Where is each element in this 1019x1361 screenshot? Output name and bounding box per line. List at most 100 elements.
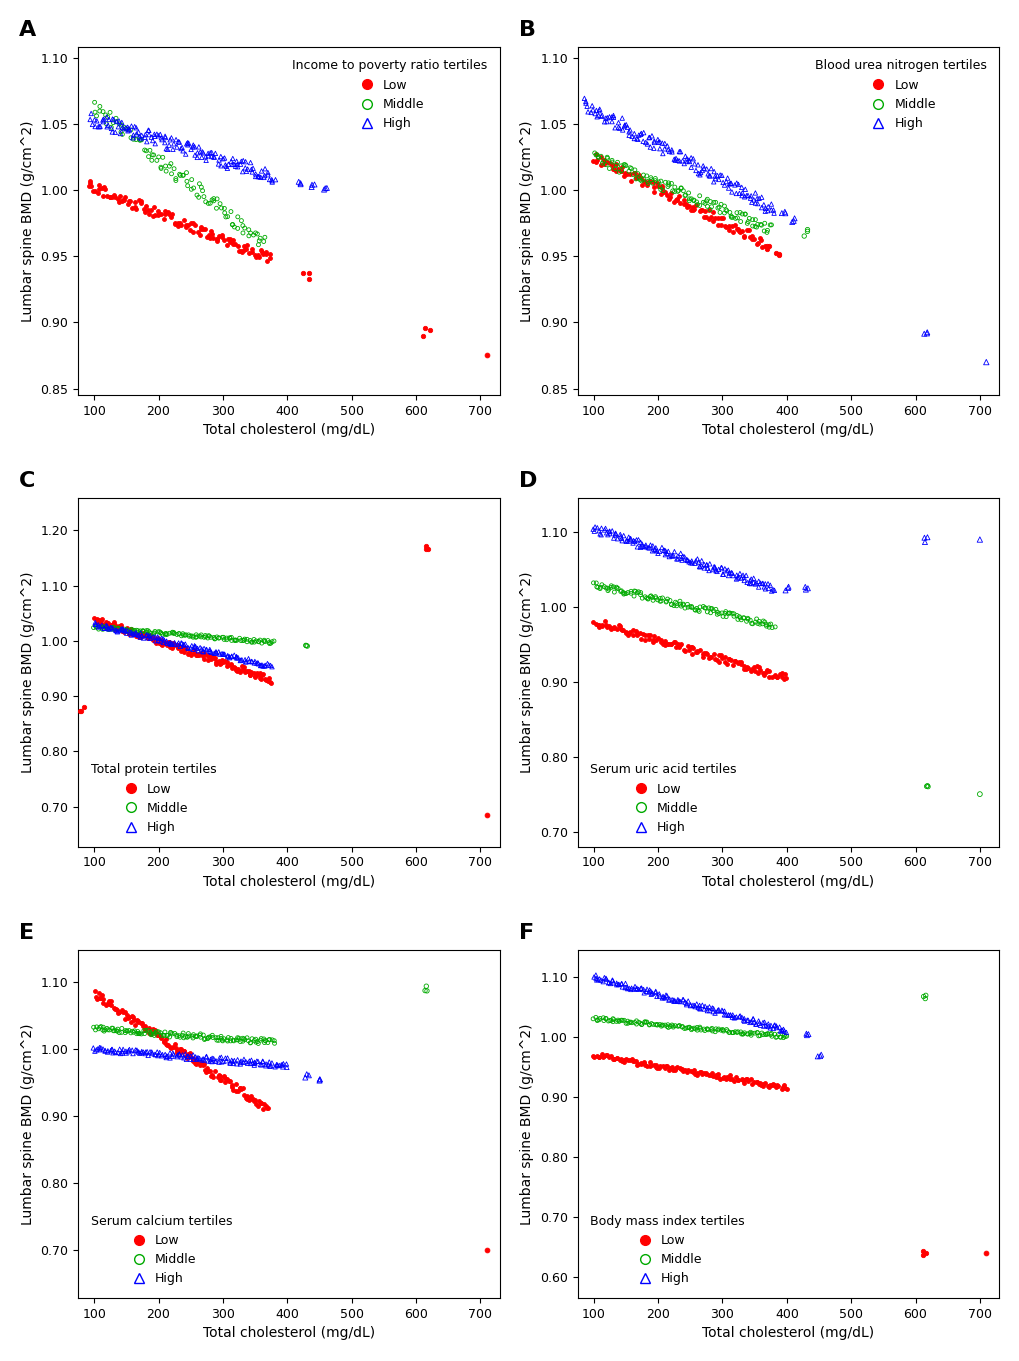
Point <box>736 226 752 248</box>
Point <box>715 1004 732 1026</box>
Point <box>203 219 219 241</box>
Point <box>157 623 173 645</box>
Point <box>602 617 619 638</box>
Point <box>757 615 773 637</box>
Point <box>756 1072 772 1094</box>
Point <box>656 181 673 203</box>
Point <box>604 106 621 128</box>
Point <box>200 627 216 649</box>
Point <box>701 553 717 574</box>
Point <box>106 996 122 1018</box>
Point <box>143 1022 159 1044</box>
Point <box>749 1071 765 1093</box>
Point <box>690 163 706 185</box>
Point <box>757 661 773 683</box>
Point <box>633 977 649 999</box>
Point <box>636 585 652 607</box>
Point <box>153 633 169 655</box>
Point <box>97 178 113 200</box>
Point <box>760 666 776 687</box>
Point <box>220 655 236 676</box>
Point <box>691 596 707 618</box>
Point <box>737 178 753 200</box>
Point <box>755 193 771 215</box>
Point <box>166 214 182 235</box>
Point <box>645 181 661 203</box>
Point <box>705 644 721 666</box>
Point <box>703 1021 719 1043</box>
Point <box>239 158 256 180</box>
Point <box>229 1026 246 1048</box>
Point <box>180 214 197 235</box>
Point <box>640 981 656 1003</box>
Point <box>184 135 201 157</box>
Point <box>720 648 737 670</box>
Point <box>632 1013 648 1034</box>
Point <box>597 1009 613 1030</box>
Point <box>720 219 737 241</box>
Point <box>763 1025 780 1047</box>
Point <box>758 659 774 680</box>
Point <box>143 626 159 648</box>
Point <box>175 1047 192 1068</box>
Point <box>741 573 757 595</box>
Point <box>299 1063 315 1085</box>
Point <box>162 1043 178 1064</box>
Point <box>750 656 766 678</box>
Point <box>588 576 604 597</box>
Point <box>230 240 247 261</box>
Point <box>90 1038 106 1060</box>
Point <box>109 618 125 640</box>
Point <box>610 973 627 995</box>
Point <box>971 783 987 804</box>
Point <box>649 589 665 611</box>
Point <box>651 131 667 152</box>
Point <box>147 125 163 147</box>
Point <box>248 246 264 268</box>
Point <box>646 539 662 561</box>
Point <box>705 171 721 193</box>
Point <box>117 1022 133 1044</box>
Point <box>256 165 272 186</box>
Point <box>180 1045 197 1067</box>
Point <box>721 173 738 195</box>
Point <box>96 1021 112 1043</box>
Point <box>116 621 132 642</box>
Point <box>142 625 158 646</box>
Point <box>749 661 765 683</box>
Point <box>200 1051 216 1072</box>
Point <box>799 577 815 599</box>
Point <box>110 1041 126 1063</box>
Point <box>164 622 180 644</box>
Point <box>658 985 675 1007</box>
Point <box>677 597 693 619</box>
Point <box>162 129 178 151</box>
Point <box>92 1017 108 1038</box>
Point <box>155 1025 171 1047</box>
Point <box>607 1010 624 1032</box>
Point <box>109 999 125 1021</box>
Point <box>612 155 629 177</box>
Point <box>206 188 222 210</box>
Point <box>243 151 259 173</box>
Point <box>590 1009 606 1030</box>
Point <box>721 1004 738 1026</box>
Point <box>758 238 774 260</box>
Point <box>736 657 752 679</box>
Point <box>607 161 624 182</box>
Point <box>195 1053 211 1075</box>
Point <box>189 626 205 648</box>
Point <box>214 1029 230 1051</box>
Point <box>118 621 135 642</box>
Point <box>153 629 169 651</box>
Point <box>722 215 739 237</box>
Point <box>729 1022 745 1044</box>
Point <box>146 144 162 166</box>
Point <box>232 1078 249 1100</box>
Point <box>592 524 608 546</box>
Point <box>715 1000 732 1022</box>
Point <box>594 152 610 174</box>
Y-axis label: Lumbar spine BMD (g/cm^2): Lumbar spine BMD (g/cm^2) <box>520 1023 534 1225</box>
Point <box>126 623 143 645</box>
Point <box>163 127 179 148</box>
